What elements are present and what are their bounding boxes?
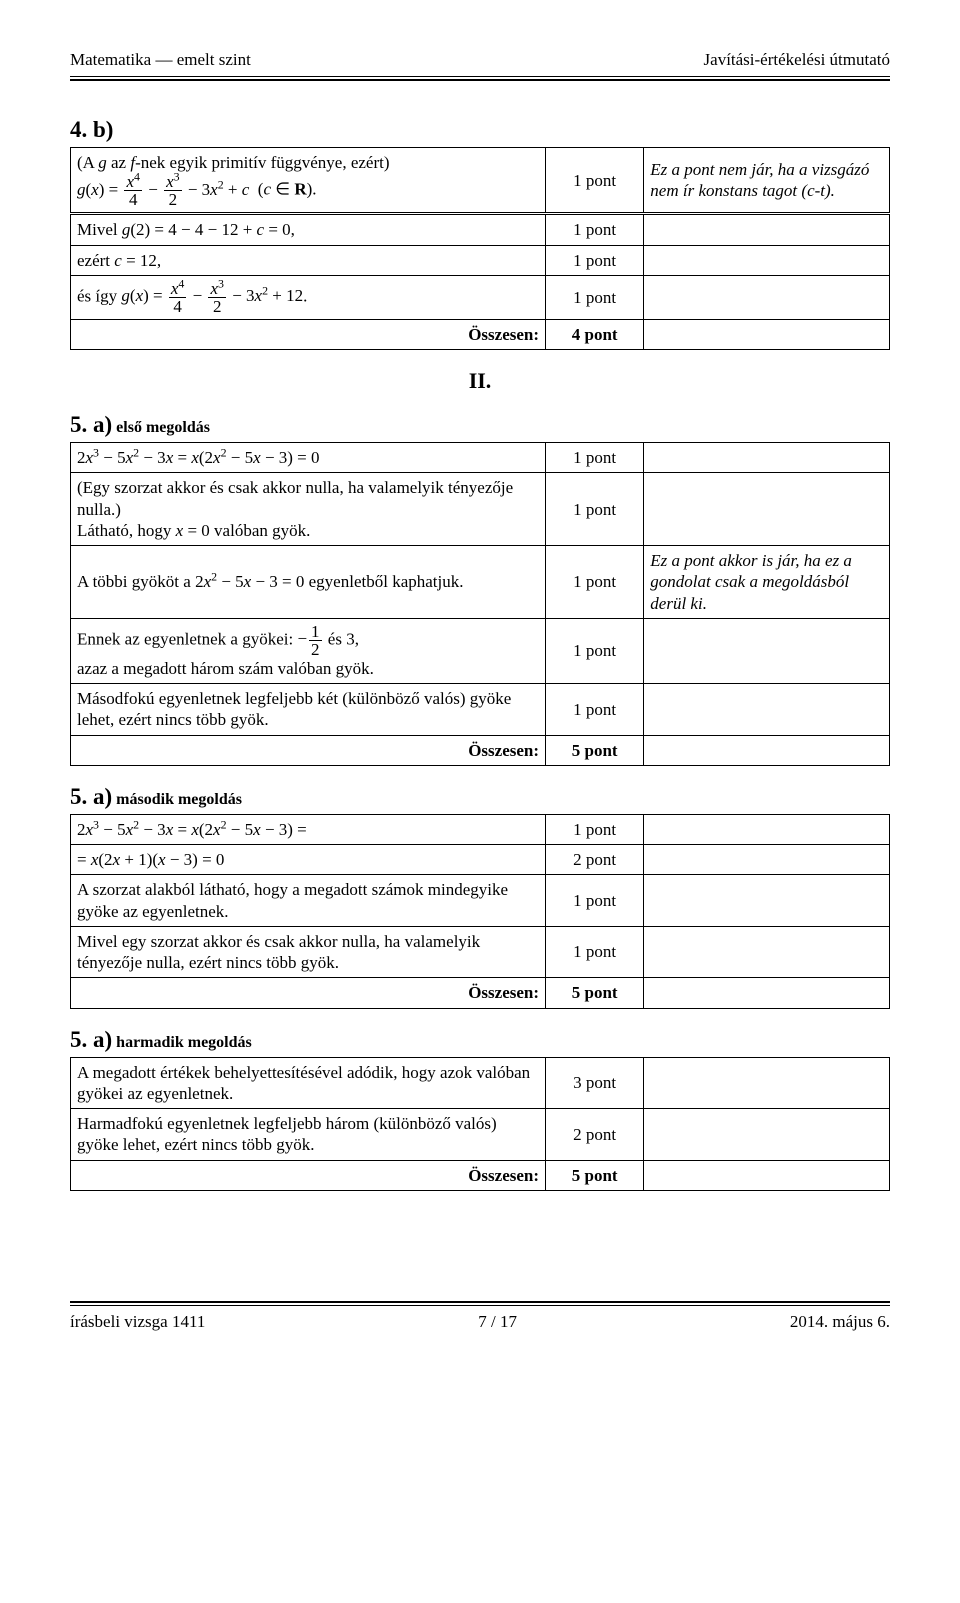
section-heading: 5. a) első megoldás (70, 412, 890, 438)
table-row: ezért c = 12,1 pont (71, 245, 890, 275)
header-rule-2 (70, 79, 890, 81)
table-row: Összesen:5 pont (71, 978, 890, 1008)
scoring-table: (A g az f-nek egyik primitív függvénye, … (70, 147, 890, 350)
step-description: Másodfokú egyenletnek legfeljebb két (kü… (71, 684, 546, 736)
points-cell: 1 pont (546, 546, 644, 619)
step-description: Harmadfokú egyenletnek legfeljebb három … (71, 1109, 546, 1161)
section-heading: 5. a) harmadik megoldás (70, 1027, 890, 1053)
table-row: A többi gyököt a 2x2 − 5x − 3 = 0 egyenl… (71, 546, 890, 619)
points-cell: 5 pont (546, 1160, 644, 1190)
table-row: 2x3 − 5x2 − 3x = x(2x2 − 5x − 3) = 01 po… (71, 443, 890, 473)
page: Matematika — emelt szint Javítási-értéke… (0, 0, 960, 1362)
points-cell: 1 pont (546, 473, 644, 546)
table-row: Harmadfokú egyenletnek legfeljebb három … (71, 1109, 890, 1161)
page-footer: írásbeli vizsga 1411 7 / 17 2014. május … (70, 1312, 890, 1332)
note-cell (644, 319, 890, 349)
total-label: Összesen: (71, 319, 546, 349)
header-right: Javítási-értékelési útmutató (704, 50, 890, 70)
note-cell: Ez a pont nem jár, ha a vizsgázó nem ír … (644, 148, 890, 214)
step-description: 2x3 − 5x2 − 3x = x(2x2 − 5x − 3) = 0 (71, 443, 546, 473)
step-description: = x(2x + 1)(x − 3) = 0 (71, 845, 546, 875)
step-description: ezért c = 12, (71, 245, 546, 275)
table-row: Mivel g(2) = 4 − 4 − 12 + c = 0,1 pont (71, 214, 890, 245)
part-roman-numeral: II. (70, 368, 890, 394)
step-description: A megadott értékek behelyettesítésével a… (71, 1057, 546, 1109)
note-cell (644, 618, 890, 683)
note-cell (644, 926, 890, 978)
points-cell: 1 pont (546, 443, 644, 473)
step-description: 2x3 − 5x2 − 3x = x(2x2 − 5x − 3) = (71, 814, 546, 844)
table-row: (A g az f-nek egyik primitív függvénye, … (71, 148, 890, 214)
points-cell: 1 pont (546, 275, 644, 319)
points-cell: 1 pont (546, 214, 644, 245)
points-cell: 1 pont (546, 814, 644, 844)
note-cell (644, 1109, 890, 1161)
points-cell: 1 pont (546, 875, 644, 927)
table-row: (Egy szorzat akkor és csak akkor nulla, … (71, 473, 890, 546)
points-cell: 1 pont (546, 618, 644, 683)
total-label: Összesen: (71, 1160, 546, 1190)
step-description: Mivel g(2) = 4 − 4 − 12 + c = 0, (71, 214, 546, 245)
total-label: Összesen: (71, 978, 546, 1008)
points-cell: 1 pont (546, 926, 644, 978)
footer-rule-1 (70, 1301, 890, 1303)
footer-left: írásbeli vizsga 1411 (70, 1312, 205, 1332)
table-row: 2x3 − 5x2 − 3x = x(2x2 − 5x − 3) =1 pont (71, 814, 890, 844)
scoring-table: A megadott értékek behelyettesítésével a… (70, 1057, 890, 1191)
note-cell (644, 214, 890, 245)
note-cell (644, 875, 890, 927)
page-header: Matematika — emelt szint Javítási-értéke… (70, 50, 890, 70)
step-description: Mivel egy szorzat akkor és csak akkor nu… (71, 926, 546, 978)
table-row: Ennek az egyenletnek a gyökei: −12 és 3,… (71, 618, 890, 683)
points-cell: 2 pont (546, 1109, 644, 1161)
scoring-table: 2x3 − 5x2 − 3x = x(2x2 − 5x − 3) =1 pont… (70, 814, 890, 1009)
header-left: Matematika — emelt szint (70, 50, 251, 70)
points-cell: 5 pont (546, 735, 644, 765)
points-cell: 5 pont (546, 978, 644, 1008)
step-description: Ennek az egyenletnek a gyökei: −12 és 3,… (71, 618, 546, 683)
note-cell (644, 978, 890, 1008)
note-cell (644, 245, 890, 275)
section-heading: 4. b) (70, 117, 890, 143)
note-cell (644, 814, 890, 844)
points-cell: 1 pont (546, 148, 644, 214)
step-description: és így g(x) = x44 − x32 − 3x2 + 12. (71, 275, 546, 319)
note-cell (644, 684, 890, 736)
footer-center: 7 / 17 (478, 1312, 517, 1332)
table-row: = x(2x + 1)(x − 3) = 02 pont (71, 845, 890, 875)
table-row: A megadott értékek behelyettesítésével a… (71, 1057, 890, 1109)
table-row: Összesen:4 pont (71, 319, 890, 349)
step-description: (A g az f-nek egyik primitív függvénye, … (71, 148, 546, 214)
note-cell (644, 845, 890, 875)
section-heading: 5. a) második megoldás (70, 784, 890, 810)
table-row: Mivel egy szorzat akkor és csak akkor nu… (71, 926, 890, 978)
points-cell: 2 pont (546, 845, 644, 875)
footer-right: 2014. május 6. (790, 1312, 890, 1332)
step-description: A szorzat alakból látható, hogy a megado… (71, 875, 546, 927)
total-label: Összesen: (71, 735, 546, 765)
note-cell (644, 735, 890, 765)
header-rule-1 (70, 76, 890, 77)
table-row: A szorzat alakból látható, hogy a megado… (71, 875, 890, 927)
points-cell: 3 pont (546, 1057, 644, 1109)
footer-rule-2 (70, 1305, 890, 1306)
note-cell (644, 275, 890, 319)
points-cell: 1 pont (546, 684, 644, 736)
step-description: A többi gyököt a 2x2 − 5x − 3 = 0 egyenl… (71, 546, 546, 619)
note-cell (644, 1057, 890, 1109)
note-cell (644, 473, 890, 546)
table-row: Másodfokú egyenletnek legfeljebb két (kü… (71, 684, 890, 736)
points-cell: 4 pont (546, 319, 644, 349)
note-cell: Ez a pont akkor is jár, ha ez a gondolat… (644, 546, 890, 619)
points-cell: 1 pont (546, 245, 644, 275)
sections-container: 4. b) (A g az f-nek egyik primitív függvé… (70, 117, 890, 1191)
note-cell (644, 1160, 890, 1190)
table-row: Összesen:5 pont (71, 735, 890, 765)
note-cell (644, 443, 890, 473)
scoring-table: 2x3 − 5x2 − 3x = x(2x2 − 5x − 3) = 01 po… (70, 442, 890, 766)
table-row: és így g(x) = x44 − x32 − 3x2 + 12.1 pon… (71, 275, 890, 319)
step-description: (Egy szorzat akkor és csak akkor nulla, … (71, 473, 546, 546)
table-row: Összesen:5 pont (71, 1160, 890, 1190)
